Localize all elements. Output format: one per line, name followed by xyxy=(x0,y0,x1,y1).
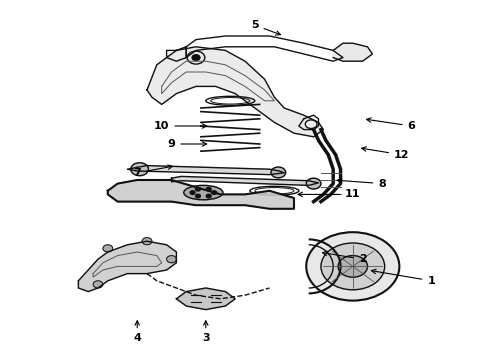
Circle shape xyxy=(103,245,113,252)
Text: 7: 7 xyxy=(133,165,172,178)
Polygon shape xyxy=(147,47,323,137)
Text: 5: 5 xyxy=(251,20,280,35)
Polygon shape xyxy=(176,288,235,310)
Circle shape xyxy=(196,194,200,198)
Text: 1: 1 xyxy=(371,269,435,286)
Circle shape xyxy=(206,194,211,198)
Text: 9: 9 xyxy=(168,139,207,149)
Circle shape xyxy=(190,191,195,194)
Text: 11: 11 xyxy=(298,189,361,199)
Circle shape xyxy=(196,187,200,191)
Circle shape xyxy=(271,167,286,178)
Text: 8: 8 xyxy=(337,179,386,189)
Ellipse shape xyxy=(184,185,223,200)
Circle shape xyxy=(306,232,399,301)
Circle shape xyxy=(338,256,368,277)
Text: 6: 6 xyxy=(367,118,416,131)
Circle shape xyxy=(131,163,148,176)
Text: 12: 12 xyxy=(362,147,410,160)
Circle shape xyxy=(321,243,385,290)
Circle shape xyxy=(212,191,217,194)
Circle shape xyxy=(306,178,321,189)
Circle shape xyxy=(206,187,211,191)
Polygon shape xyxy=(78,241,176,292)
Circle shape xyxy=(192,55,200,60)
Polygon shape xyxy=(172,176,318,185)
Circle shape xyxy=(142,238,152,245)
Circle shape xyxy=(167,256,176,263)
Circle shape xyxy=(93,281,103,288)
Polygon shape xyxy=(333,43,372,61)
Polygon shape xyxy=(127,166,284,175)
Text: 4: 4 xyxy=(133,321,141,343)
Text: 10: 10 xyxy=(154,121,207,131)
Text: 3: 3 xyxy=(202,321,210,343)
Text: 2: 2 xyxy=(322,251,367,264)
Polygon shape xyxy=(108,180,294,209)
